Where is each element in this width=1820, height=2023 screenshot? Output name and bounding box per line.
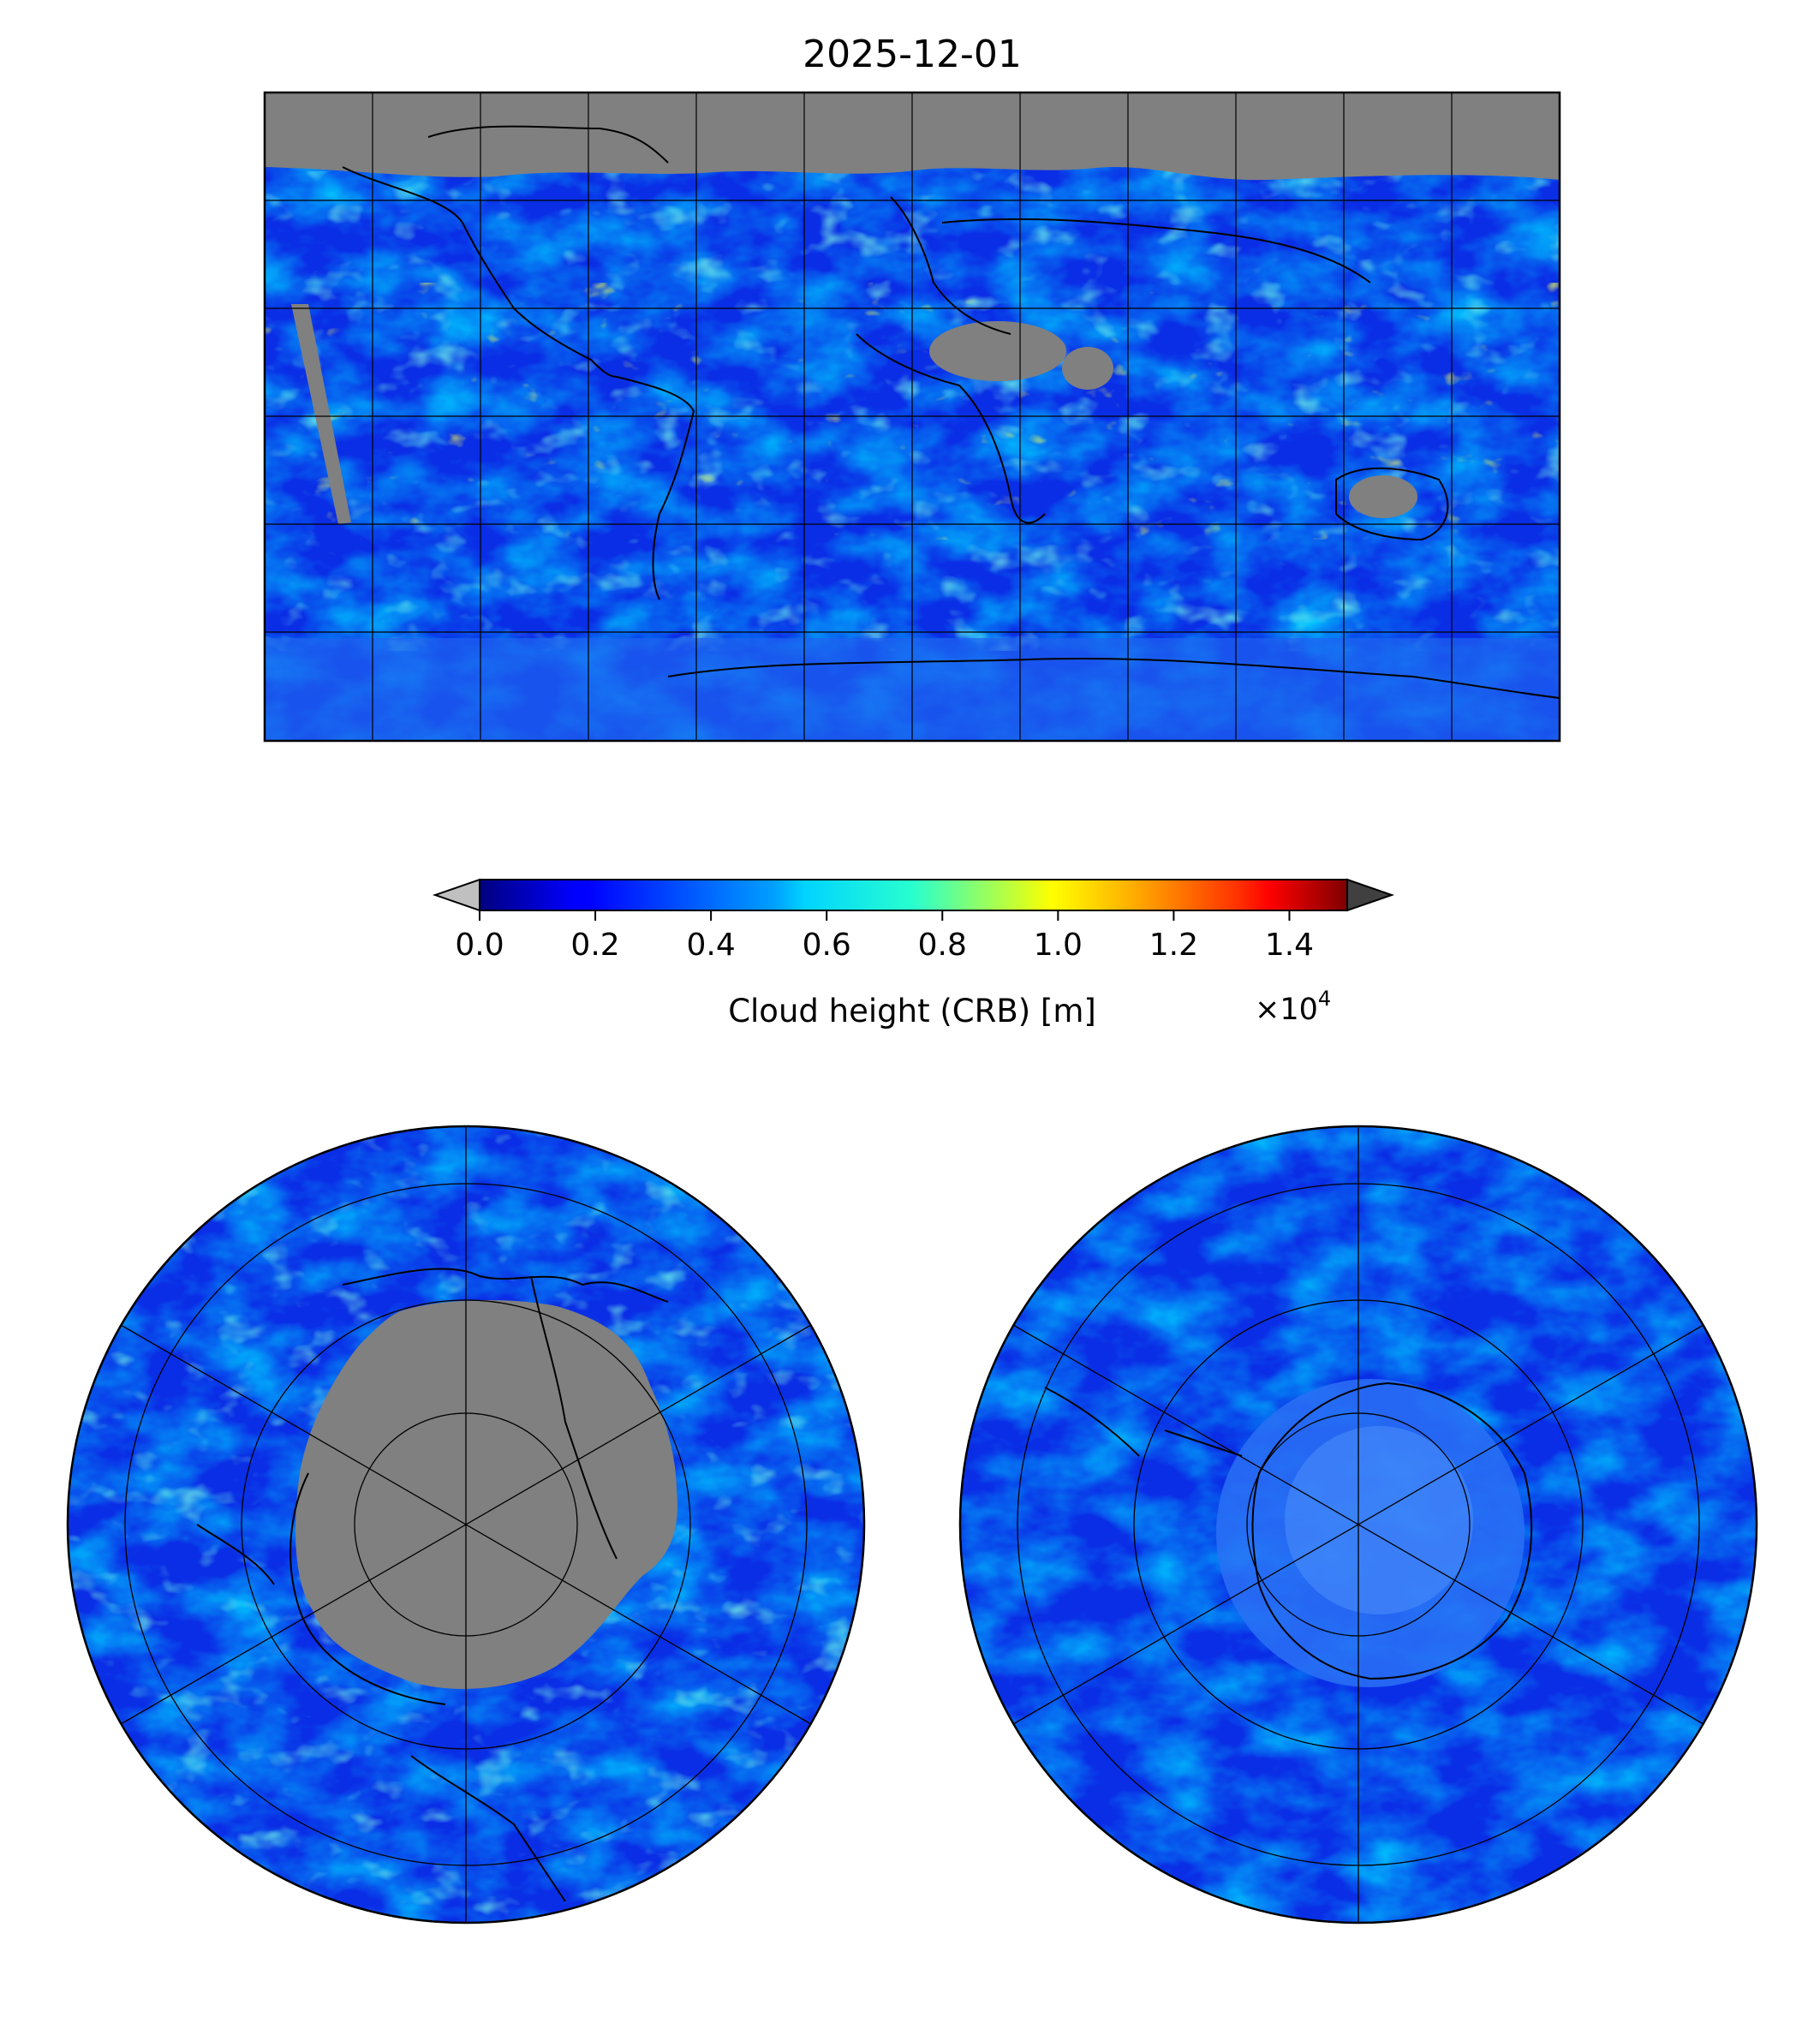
global-gridlines — [265, 92, 1560, 741]
global-no-data-arabia — [1062, 347, 1113, 390]
global-coastlines — [342, 125, 1560, 699]
figure-title: 2025-12-01 — [803, 33, 1022, 76]
colorbar-tick-label: 0.6 — [803, 928, 851, 963]
global-map — [265, 92, 1560, 741]
south-polar-coastlines — [1044, 1381, 1533, 1680]
colorbar-tick-label: 0.8 — [918, 928, 967, 963]
south-polar-frame — [958, 1125, 1758, 1925]
global-no-data-australia — [1349, 475, 1417, 518]
north-polar-coastlines — [196, 1268, 669, 1902]
colorbar-tick-label: 0.0 — [455, 928, 504, 963]
global-no-data-sahara — [929, 321, 1066, 381]
colorbar-label: Cloud height (CRB) [m] — [728, 993, 1096, 1029]
north-polar-gridlines — [120, 1126, 812, 1923]
colorbar-under-extension — [432, 878, 480, 912]
north-polar-frame — [66, 1125, 866, 1925]
south-polar-map — [960, 1126, 1757, 1923]
colorbar-tick-label: 0.2 — [570, 928, 619, 963]
colorbar-tick-label: 1.2 — [1149, 928, 1198, 963]
colorbar-multiplier-exponent: 4 — [1318, 987, 1331, 1011]
north-polar-map — [68, 1126, 864, 1923]
colorbar-multiplier-base: ×10 — [1255, 993, 1318, 1027]
colorbar-tick-label: 1.4 — [1265, 928, 1314, 963]
colorbar-over-extension — [1346, 878, 1395, 912]
colorbar-ticks: 0.0 0.2 0.4 0.6 0.8 1.0 1.2 1.4 — [455, 910, 1314, 963]
colorbar-multiplier: ×104 — [1255, 987, 1331, 1027]
colorbar: 0.0 0.2 0.4 0.6 0.8 1.0 1.2 1.4 Cloud height (C… — [432, 878, 1395, 1029]
south-polar-antarctica-inner — [1285, 1426, 1473, 1614]
colorbar-gradient — [479, 879, 1348, 911]
global-map-frame — [263, 91, 1561, 743]
colorbar-tick-label: 1.0 — [1034, 928, 1083, 963]
colorbar-tick-label: 0.4 — [687, 928, 736, 963]
south-polar-gridlines — [1012, 1126, 1704, 1923]
global-no-data-swath — [291, 304, 351, 524]
